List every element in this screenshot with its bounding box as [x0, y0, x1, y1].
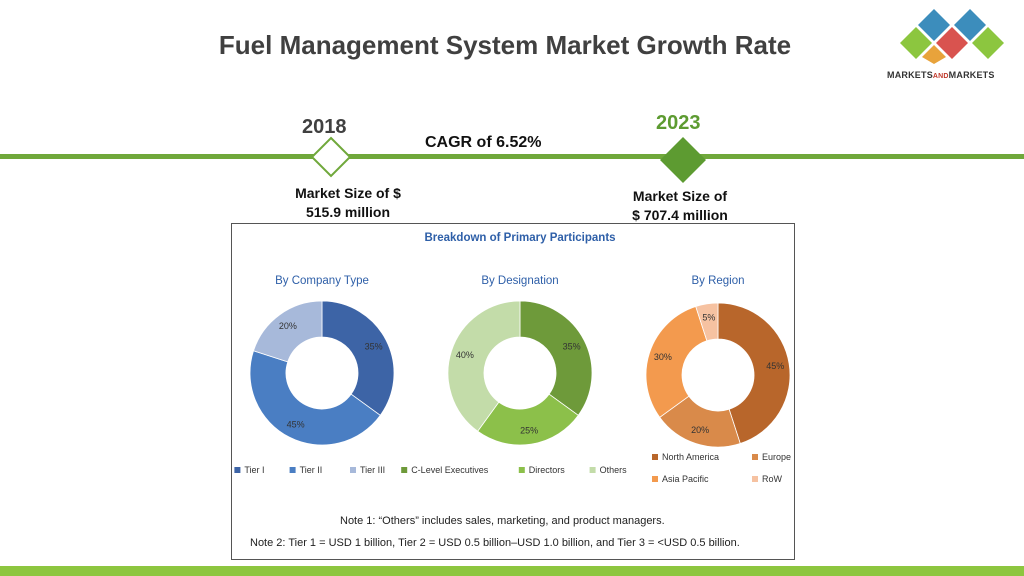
donut-chart-2: By Designation 35% 25% 40% C-Level Executive… [401, 275, 627, 475]
legend-swatch [518, 467, 525, 473]
diamond-marker-2018 [310, 136, 352, 178]
slice-label: 20% [691, 425, 709, 435]
slice-label: 40% [456, 350, 474, 360]
legend-swatch [752, 454, 758, 460]
logo-wordmark: MARKETSANDMARKETS [887, 70, 995, 80]
panel-heading: Breakdown of Primary Participants [424, 232, 615, 244]
slice-label: 20% [279, 321, 297, 331]
cagr-label: CAGR of 6.52% [425, 134, 542, 151]
donut-slice [645, 306, 708, 418]
market-size-2023-line1: Market Size of [632, 188, 728, 204]
bottom-bar [0, 566, 1024, 576]
donut-charts-svg: Breakdown of Primary Participants By Com… [234, 232, 791, 484]
donut-slice [695, 302, 719, 342]
timeline-bar [0, 154, 1024, 159]
chart-title: By Company Type [275, 275, 369, 287]
slice-label: 5% [702, 313, 715, 323]
slice-label: 35% [563, 342, 581, 352]
market-size-2018-line1: Market Size of $ [295, 185, 401, 201]
legend-label: RoW [762, 474, 783, 484]
legend-label: Tier I [244, 465, 264, 475]
year-start: 2018 [302, 116, 347, 138]
legend-label: Others [600, 465, 628, 475]
page-title: Fuel Management System Market Growth Rat… [218, 30, 792, 60]
donut-slice [447, 300, 521, 432]
donut-slice [249, 350, 381, 446]
primary-participants-panel: Breakdown of Primary Participants By Com… [231, 223, 795, 560]
year-end: 2023 [656, 112, 701, 134]
legend-swatch [589, 467, 596, 473]
donut-slice [717, 302, 791, 444]
logo-diamond-blue [918, 9, 950, 41]
legend-swatch [752, 476, 758, 482]
slice-label: 45% [287, 420, 305, 430]
slice-label: 35% [365, 342, 383, 352]
markets-and-markets-logo [900, 9, 1004, 64]
market-size-2018: Market Size of $ 515.9 million [268, 184, 428, 222]
legend-label: Asia Pacific [662, 474, 709, 484]
legend-swatch [652, 454, 658, 460]
diamond-marker-2023 [660, 137, 706, 183]
market-size-2023-line2: $ 707.4 million [632, 207, 728, 223]
market-size-2023: Market Size of $ 707.4 million [605, 187, 755, 225]
legend-swatch [289, 467, 296, 473]
slice-label: 45% [766, 361, 784, 371]
legend-label: Directors [529, 465, 566, 475]
legend-swatch [401, 467, 408, 473]
donut-slice [519, 300, 593, 416]
chart-title: By Designation [481, 275, 558, 287]
logo-diamond-green [900, 27, 932, 59]
legend-swatch [652, 476, 658, 482]
legend-label: Tier II [300, 465, 323, 475]
legend-swatch [350, 467, 356, 473]
legend-swatch [234, 467, 241, 473]
logo-diamond-orange [922, 45, 946, 64]
donut-slice [253, 300, 323, 363]
legend-label: Europe [762, 452, 791, 462]
donut-chart-3: By Region 45% 20% 30% 5% North America Europe A… [645, 275, 791, 484]
legend-label: Tier III [360, 465, 385, 475]
logo-diamond-red [936, 27, 968, 59]
donut-slice [321, 300, 395, 416]
slice-label: 30% [654, 352, 672, 362]
chart-title: By Region [691, 275, 744, 287]
legend-label: North America [662, 452, 719, 462]
logo-diamond-blue-2 [954, 9, 986, 41]
slice-label: 25% [520, 425, 538, 435]
market-size-2018-line2: 515.9 million [305, 204, 391, 220]
logo-diamond-lime [972, 27, 1004, 59]
donut-chart-1: By Company Type 35% 45% 20% Tier I Tier II Tie… [234, 275, 395, 475]
note-2: Note 2: Tier 1 = USD 1 billion, Tier 2 =… [250, 537, 740, 549]
legend-label: C-Level Executives [411, 465, 489, 475]
note-1: Note 1: “Others” includes sales, marketi… [340, 515, 665, 527]
